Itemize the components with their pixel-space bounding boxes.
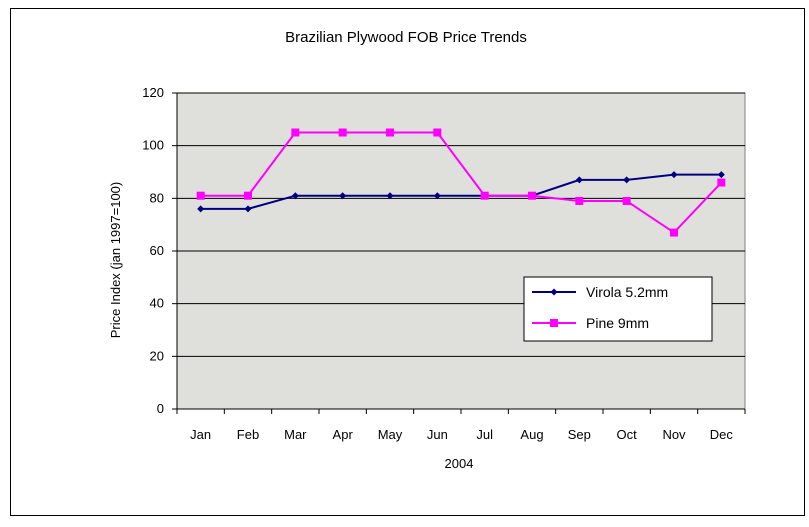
series-pine-9mm — [196, 128, 726, 237]
data-point-pine-9mm-apr — [338, 128, 347, 137]
y-tick-label-60: 60 — [150, 243, 164, 258]
data-point-virola-5-2mm-jun — [433, 192, 441, 200]
line-chart: Brazilian Plywood FOB Price Trends Price… — [108, 29, 746, 471]
x-tick-label-may: May — [378, 427, 403, 442]
x-tick-label-feb: Feb — [237, 427, 259, 442]
x-tick-label-dec: Dec — [710, 427, 734, 442]
data-point-pine-9mm-feb — [244, 191, 252, 200]
x-tick-label-aug: Aug — [520, 427, 543, 442]
legend-label-pine-9mm: Pine 9mm — [586, 315, 649, 331]
x-tick-label-jan: Jan — [190, 427, 211, 442]
data-point-pine-9mm-aug — [528, 191, 536, 200]
x-tick-label-apr: Apr — [333, 427, 354, 442]
chart-frame: Brazilian Plywood FOB Price Trends Price… — [10, 8, 805, 516]
data-point-virola-5-2mm-dec — [717, 171, 725, 179]
legend: Virola 5.2mm Pine 9mm — [523, 276, 713, 342]
x-tick-label-mar: Mar — [284, 427, 307, 442]
x-axis-title: 2004 — [445, 456, 474, 471]
data-point-pine-9mm-mar — [291, 128, 300, 137]
x-tick-label-jul: Jul — [476, 427, 493, 442]
data-point-virola-5-2mm-jan — [197, 205, 205, 213]
data-point-virola-5-2mm-feb — [244, 205, 252, 213]
data-point-pine-9mm-jun — [433, 128, 442, 137]
y-tick-label-80: 80 — [150, 190, 164, 205]
y-tick-label-20: 20 — [150, 348, 164, 363]
data-point-virola-5-2mm-sep — [575, 176, 583, 184]
data-point-pine-9mm-jan — [196, 191, 205, 200]
data-point-virola-5-2mm-may — [386, 192, 394, 200]
data-point-pine-9mm-dec — [717, 178, 726, 187]
y-tick-label-40: 40 — [150, 296, 164, 311]
data-point-pine-9mm-jul — [480, 191, 489, 200]
x-tick-label-oct: Oct — [617, 427, 638, 442]
data-point-pine-9mm-may — [386, 128, 394, 137]
legend-marker-virola-5-2mm — [550, 288, 558, 296]
data-point-pine-9mm-nov — [670, 228, 678, 237]
x-tick-label-jun: Jun — [427, 427, 448, 442]
y-tick-label-100: 100 — [142, 138, 164, 153]
data-point-pine-9mm-oct — [622, 196, 631, 205]
y-tick-label-120: 120 — [142, 85, 164, 100]
legend-label-virola-5-2mm: Virola 5.2mm — [586, 284, 668, 300]
series-line-pine-9mm — [200, 131, 723, 234]
data-point-virola-5-2mm-mar — [291, 192, 299, 200]
y-axis-title: Price Index (jan 1997=100) — [108, 182, 123, 338]
y-tick-label-0: 0 — [157, 401, 164, 416]
data-point-virola-5-2mm-nov — [670, 171, 678, 179]
data-point-virola-5-2mm-apr — [339, 192, 347, 200]
data-point-pine-9mm-sep — [575, 196, 584, 205]
plot-area: 0 20 40 60 80 100 120 Jan Feb Mar Apr May Jun Jul Aug S… — [142, 85, 746, 442]
x-tick-label-nov: Nov — [662, 427, 686, 442]
x-tick-label-sep: Sep — [568, 427, 591, 442]
chart-title: Brazilian Plywood FOB Price Trends — [285, 29, 527, 46]
legend-marker-pine-9mm — [550, 319, 558, 327]
series-line-virola-5-2mm — [200, 173, 722, 210]
legend-box — [523, 276, 713, 342]
data-point-virola-5-2mm-oct — [623, 176, 631, 184]
